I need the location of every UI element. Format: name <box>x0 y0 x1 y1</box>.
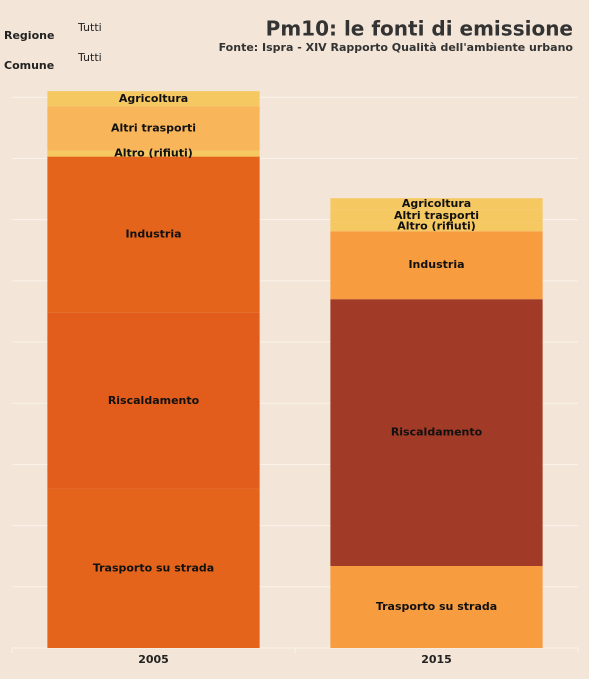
bar-segment <box>47 488 260 648</box>
segment-label: Riscaldamento <box>108 394 200 407</box>
segment-label: Trasporto su strada <box>93 561 214 574</box>
filter-value[interactable]: Tutti <box>78 21 102 34</box>
segment-label: Industria <box>125 228 181 241</box>
segment-label: Industria <box>408 258 464 271</box>
bar-segment <box>47 150 260 157</box>
filter-value[interactable]: Tutti <box>78 51 102 64</box>
x-tick-label: 2015 <box>421 653 452 666</box>
bar-segment <box>47 312 260 489</box>
chart-title: Pm10: le fonti di emissione <box>266 17 573 41</box>
segment-label: Agricoltura <box>119 92 188 105</box>
bar-segment <box>47 156 260 313</box>
segment-label: Altri trasporti <box>394 209 479 222</box>
bar-segment <box>330 198 543 210</box>
x-tick-label: 2005 <box>138 653 169 666</box>
bar-segment <box>330 299 543 566</box>
bar-segment <box>330 209 543 223</box>
bar-segment <box>330 565 543 648</box>
segment-label: Agricoltura <box>402 197 471 210</box>
filter-label: Regione <box>4 29 55 42</box>
segment-label: Trasporto su strada <box>376 600 497 613</box>
segment-label: Riscaldamento <box>391 426 483 439</box>
segment-label: Altro (rifiuti) <box>114 147 193 160</box>
bar-segment <box>330 231 543 300</box>
bar-segment <box>47 106 260 151</box>
bar-segment <box>47 91 260 107</box>
filter-label: Comune <box>4 59 55 72</box>
segment-label: Altri trasporti <box>111 121 196 134</box>
bar-segment <box>330 222 543 232</box>
segment-label: Altro (rifiuti) <box>397 220 476 233</box>
chart-subtitle: Fonte: Ispra - XIV Rapporto Qualità dell… <box>219 41 574 54</box>
